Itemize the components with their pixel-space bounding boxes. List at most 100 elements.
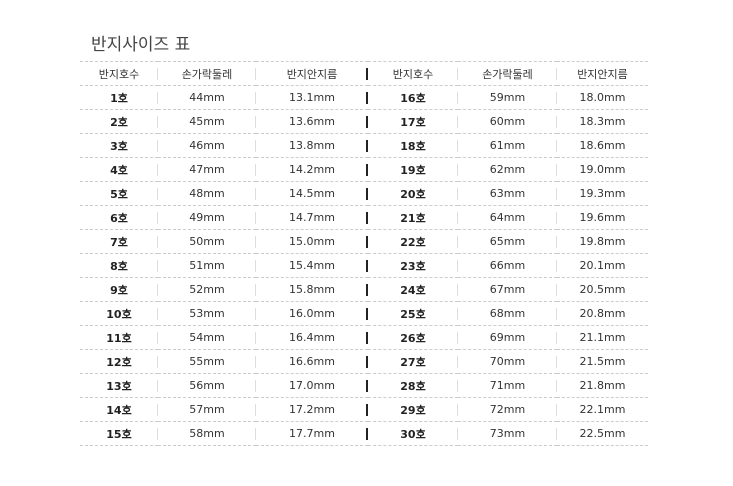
table-cell: 21.5mm (557, 349, 648, 374)
table-cell: 65mm (458, 229, 557, 254)
table-cell: 45mm (158, 109, 256, 134)
table-cell: 53mm (158, 301, 256, 326)
table-cell: 11호 (80, 325, 158, 350)
table-cell: 59mm (458, 85, 557, 110)
table-row: 4호 47mm 14.2mm 19호 62mm 19.0mm (80, 157, 648, 182)
table-row: 1호 44mm 13.1mm 16호 59mm 18.0mm (80, 85, 648, 110)
table-cell: 19호 (368, 157, 458, 182)
table-cell: 17호 (368, 109, 458, 134)
table-cell: 7호 (80, 229, 158, 254)
table-cell: 17.7mm (256, 421, 368, 446)
table-cell: 58mm (158, 421, 256, 446)
table-cell: 4호 (80, 157, 158, 182)
column-header: 손가락둘레 (458, 61, 557, 86)
table-cell: 15.4mm (256, 253, 368, 278)
table-cell: 57mm (158, 397, 256, 422)
table-cell: 55mm (158, 349, 256, 374)
table-cell: 15.0mm (256, 229, 368, 254)
table-cell: 13.8mm (256, 133, 368, 158)
table-cell: 20.1mm (557, 253, 648, 278)
table-cell: 30호 (368, 421, 458, 446)
table-cell: 22호 (368, 229, 458, 254)
ring-size-table: 반지호수 손가락둘레 반지안지름 반지호수 손가락둘레 반지안지름 1호 44mm 13.1mm… (80, 61, 648, 446)
table-cell: 20호 (368, 181, 458, 206)
table-cell: 14호 (80, 397, 158, 422)
table-cell: 8호 (80, 253, 158, 278)
table-row: 2호 45mm 13.6mm 17호 60mm 18.3mm (80, 109, 648, 134)
column-header: 반지안지름 (557, 61, 648, 86)
table-cell: 17.2mm (256, 397, 368, 422)
table-row: 13호 56mm 17.0mm 28호 71mm 21.8mm (80, 373, 648, 398)
table-cell: 17.0mm (256, 373, 368, 398)
table-cell: 50mm (158, 229, 256, 254)
table-row: 12호 55mm 16.6mm 27호 70mm 21.5mm (80, 349, 648, 374)
table-cell: 66mm (458, 253, 557, 278)
table-cell: 73mm (458, 421, 557, 446)
table-cell: 26호 (368, 325, 458, 350)
table-cell: 71mm (458, 373, 557, 398)
table-cell: 63mm (458, 181, 557, 206)
table-cell: 19.8mm (557, 229, 648, 254)
column-header: 반지호수 (80, 61, 158, 86)
table-cell: 18.3mm (557, 109, 648, 134)
table-cell: 15.8mm (256, 277, 368, 302)
table-cell: 60mm (458, 109, 557, 134)
table-cell: 16.4mm (256, 325, 368, 350)
table-cell: 69mm (458, 325, 557, 350)
table-cell: 18.6mm (557, 133, 648, 158)
table-cell: 61mm (458, 133, 557, 158)
table-cell: 19.0mm (557, 157, 648, 182)
table-cell: 56mm (158, 373, 256, 398)
table-row: 6호 49mm 14.7mm 21호 64mm 19.6mm (80, 205, 648, 230)
table-cell: 68mm (458, 301, 557, 326)
table-cell: 44mm (158, 85, 256, 110)
table-cell: 2호 (80, 109, 158, 134)
table-row: 3호 46mm 13.8mm 18호 61mm 18.6mm (80, 133, 648, 158)
table-row: 15호 58mm 17.7mm 30호 73mm 22.5mm (80, 421, 648, 446)
table-cell: 20.8mm (557, 301, 648, 326)
table-cell: 13.1mm (256, 85, 368, 110)
table-cell: 21.1mm (557, 325, 648, 350)
table-cell: 64mm (458, 205, 557, 230)
table-cell: 16.0mm (256, 301, 368, 326)
table-cell: 18.0mm (557, 85, 648, 110)
table-row: 10호 53mm 16.0mm 25호 68mm 20.8mm (80, 301, 648, 326)
table-cell: 3호 (80, 133, 158, 158)
table-cell: 23호 (368, 253, 458, 278)
table-cell: 10호 (80, 301, 158, 326)
table-cell: 67mm (458, 277, 557, 302)
page-title: 반지사이즈 표 (91, 35, 191, 55)
table-cell: 22.1mm (557, 397, 648, 422)
column-header: 손가락둘레 (158, 61, 256, 86)
table-cell: 15호 (80, 421, 158, 446)
table-cell: 13호 (80, 373, 158, 398)
table-row: 7호 50mm 15.0mm 22호 65mm 19.8mm (80, 229, 648, 254)
table-cell: 70mm (458, 349, 557, 374)
table-row: 14호 57mm 17.2mm 29호 72mm 22.1mm (80, 397, 648, 422)
table-cell: 46mm (158, 133, 256, 158)
column-header: 반지호수 (368, 61, 458, 86)
table-cell: 19.6mm (557, 205, 648, 230)
header-row: 반지호수 손가락둘레 반지안지름 반지호수 손가락둘레 반지안지름 (80, 61, 648, 86)
table-cell: 52mm (158, 277, 256, 302)
table-cell: 12호 (80, 349, 158, 374)
table-cell: 62mm (458, 157, 557, 182)
table-cell: 20.5mm (557, 277, 648, 302)
table-cell: 21.8mm (557, 373, 648, 398)
table-cell: 14.5mm (256, 181, 368, 206)
table-cell: 22.5mm (557, 421, 648, 446)
column-header: 반지안지름 (256, 61, 368, 86)
table-cell: 16호 (368, 85, 458, 110)
table-cell: 13.6mm (256, 109, 368, 134)
table-cell: 48mm (158, 181, 256, 206)
table-cell: 27호 (368, 349, 458, 374)
table-cell: 29호 (368, 397, 458, 422)
table-row: 11호 54mm 16.4mm 26호 69mm 21.1mm (80, 325, 648, 350)
table-cell: 9호 (80, 277, 158, 302)
table-cell: 5호 (80, 181, 158, 206)
table-cell: 1호 (80, 85, 158, 110)
table-cell: 47mm (158, 157, 256, 182)
table-cell: 16.6mm (256, 349, 368, 374)
table-cell: 14.2mm (256, 157, 368, 182)
table-row: 5호 48mm 14.5mm 20호 63mm 19.3mm (80, 181, 648, 206)
